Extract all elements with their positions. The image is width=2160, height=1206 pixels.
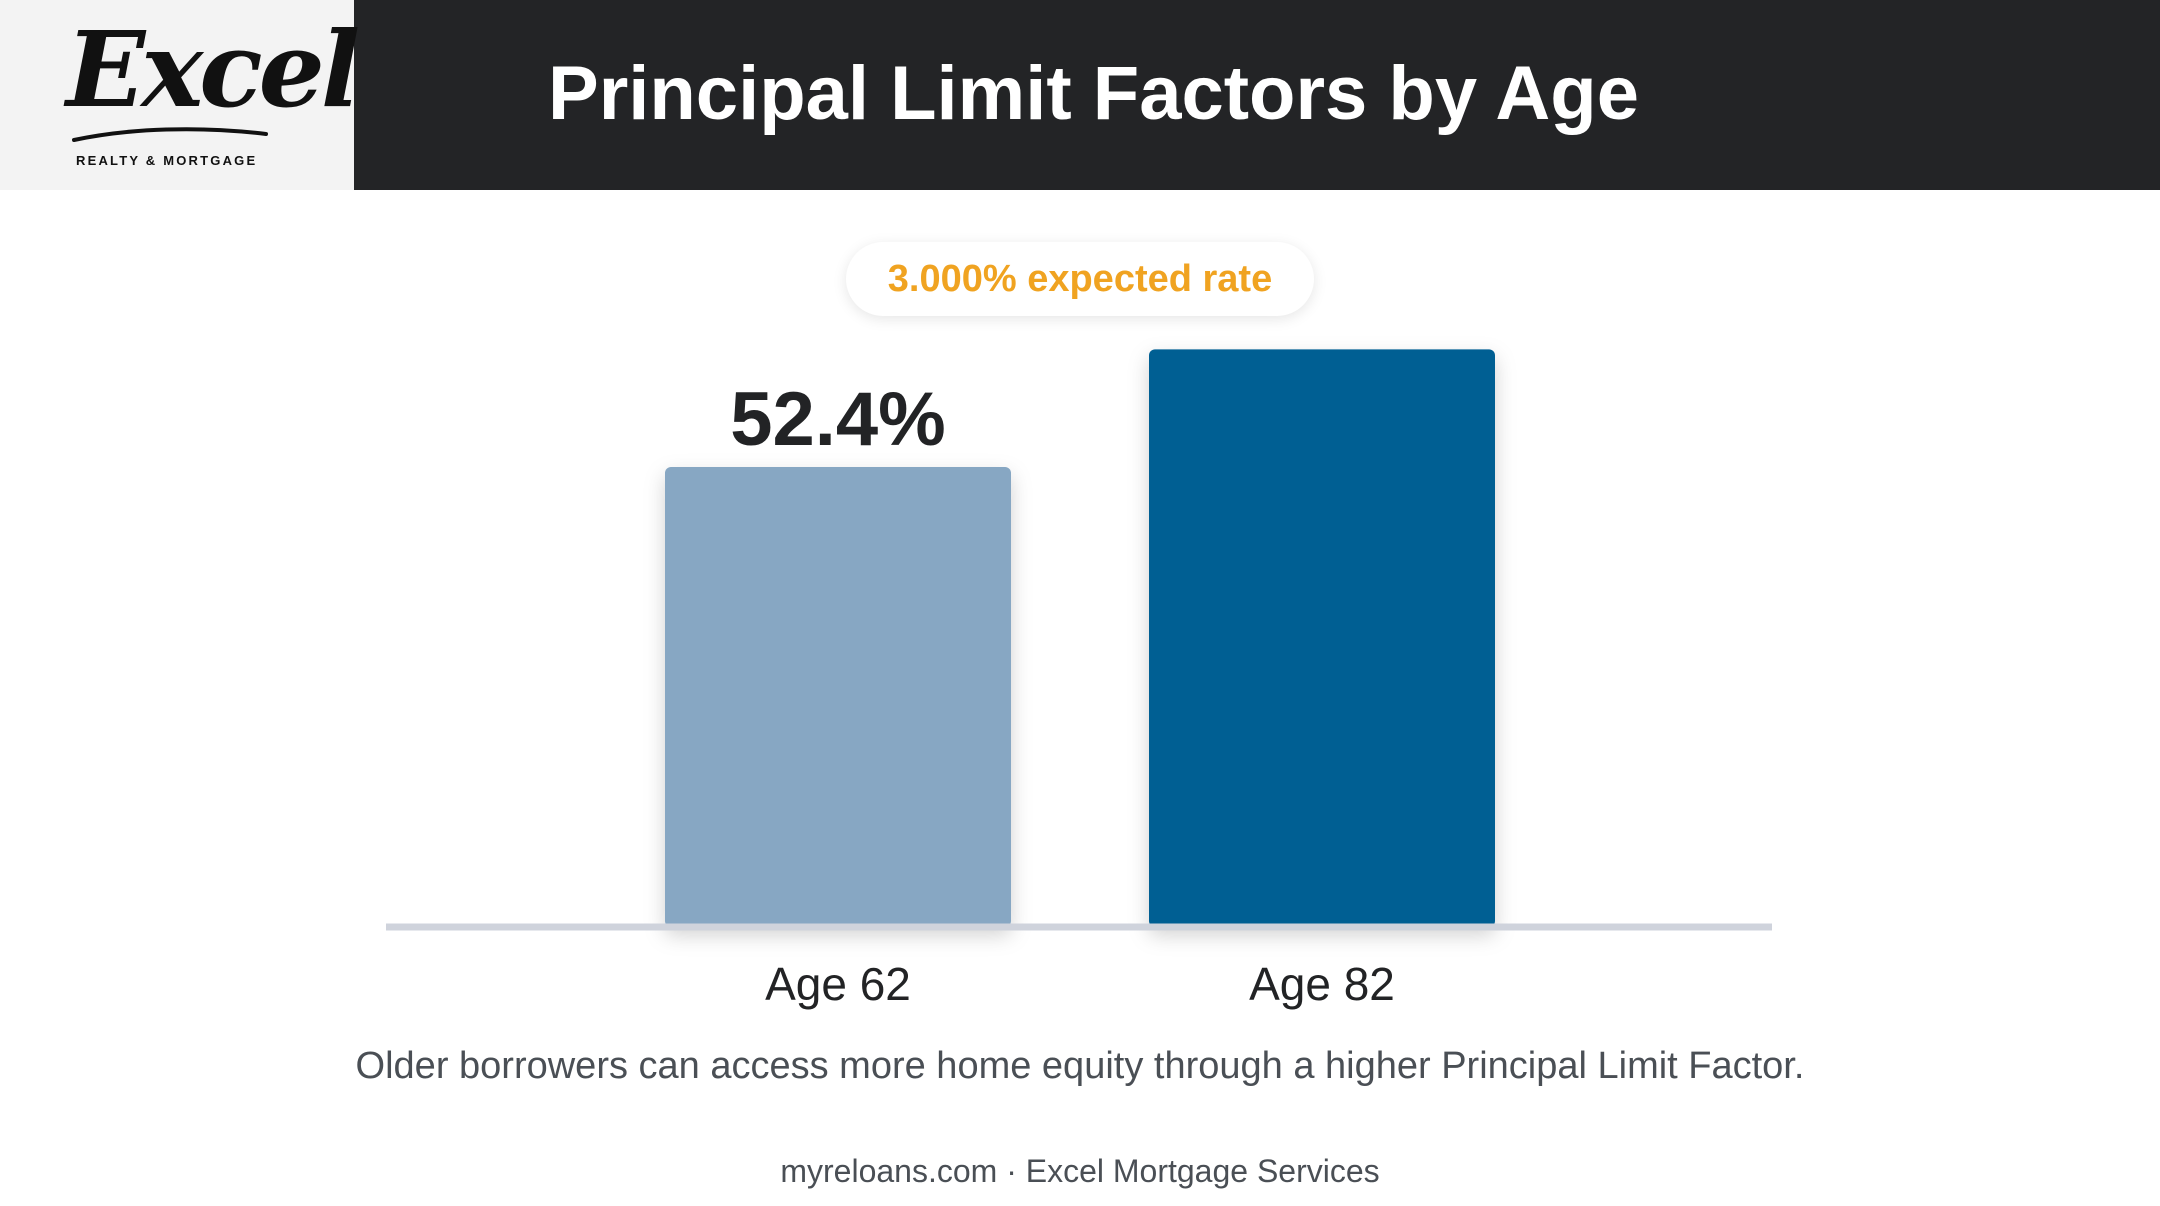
header-bar: Excel REALTY & MORTGAGE Principal Limit …	[0, 0, 2160, 190]
data-label: 65.8%	[1214, 330, 1430, 344]
category-label: Age 62	[765, 958, 911, 1010]
logo-swash-icon	[72, 127, 268, 142]
chart-caption: Older borrowers can access more home equ…	[355, 1045, 1805, 1087]
bar-age-82	[1149, 349, 1495, 927]
category-label: Age 82	[1249, 958, 1395, 1010]
rate-badge: 3.000% expected rate	[846, 242, 1314, 316]
logo: Excel REALTY & MORTGAGE	[0, 0, 360, 190]
logo-wordmark: Excel	[66, 8, 360, 131]
bar-chart: 52.4% Age 62 65.8% Age 82	[386, 330, 1772, 1010]
page-title: Principal Limit Factors by Age	[548, 51, 1639, 136]
data-label: 52.4%	[730, 377, 946, 462]
logo-subtitle: REALTY & MORTGAGE	[76, 153, 258, 168]
bar-age-62	[665, 466, 1011, 927]
footer-text: myreloans.com · Excel Mortgage Services	[780, 1153, 1380, 1189]
